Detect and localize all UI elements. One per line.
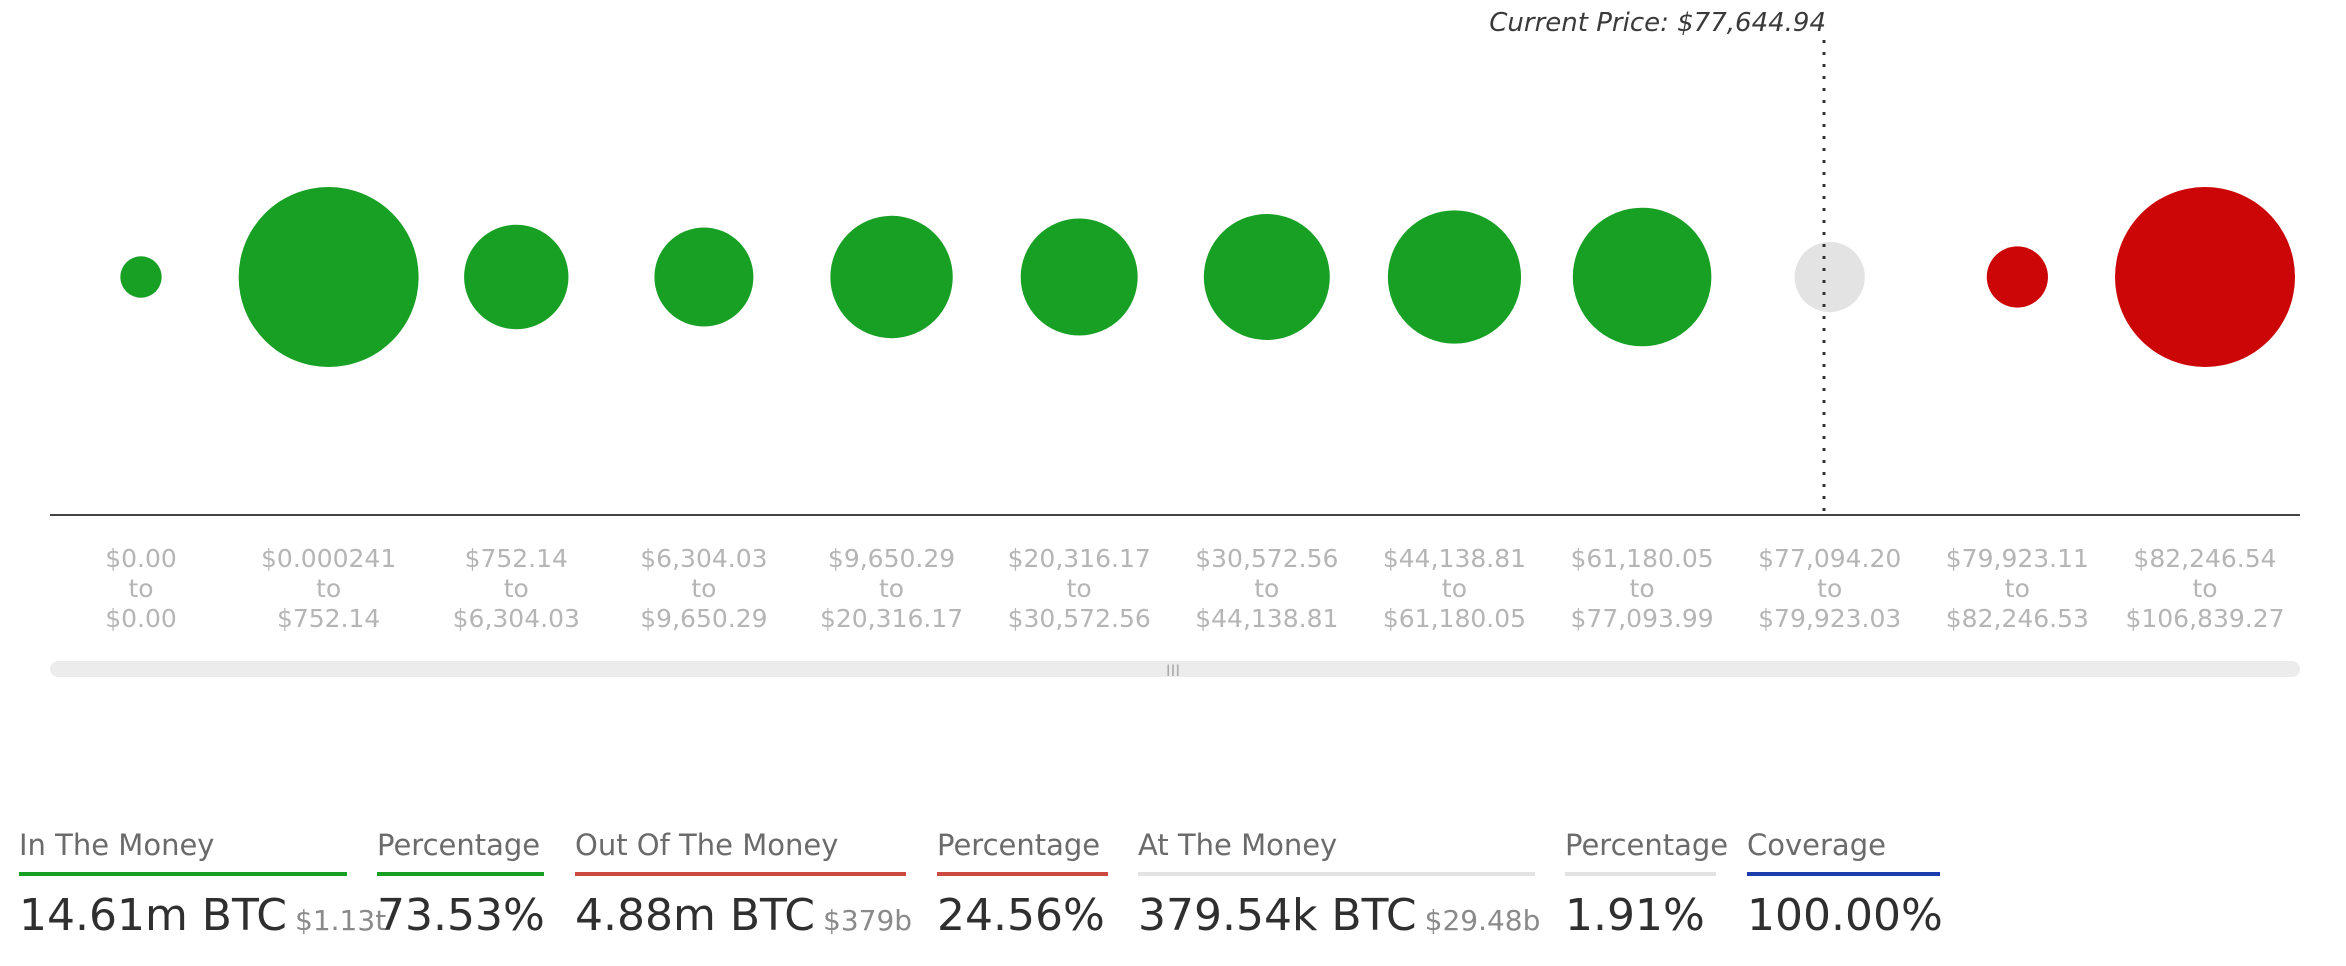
out-of-the-money-label: Out Of The Money <box>575 828 906 876</box>
x-tick-label: $6,304.03 <box>640 544 767 573</box>
scrollbar-grip-icon[interactable]: III <box>1166 661 1180 680</box>
x-tick-label: to <box>879 574 904 603</box>
x-tick-label: to <box>691 574 716 603</box>
at-percentage-value: 1.91% <box>1565 890 1705 941</box>
x-tick-label: $77,094.20 <box>1758 544 1901 573</box>
x-tick-label: to <box>2005 574 2030 603</box>
at-percentage-label: Percentage <box>1565 828 1728 876</box>
x-tick-label: to <box>504 574 529 603</box>
stat-in-the-money: In The Money 14.61m BTC $1.13t <box>19 828 386 941</box>
out-percentage-label: Percentage <box>937 828 1108 876</box>
bubbles-layer <box>120 187 2295 367</box>
horizontal-scrollbar[interactable] <box>50 661 2300 677</box>
iomap-chart: Current Price: $77,644.94 $0.00to$0.00$0… <box>50 8 2300 680</box>
x-tick-label: to <box>2192 574 2217 603</box>
x-tick-label: $752.14 <box>277 604 380 633</box>
bubble-in-the-money[interactable] <box>1203 214 1330 340</box>
x-tick-label: to <box>1254 574 1279 603</box>
x-tick-label: $752.14 <box>465 544 568 573</box>
x-tick-label: $77,093.99 <box>1571 604 1714 633</box>
x-tick-label: $82,246.54 <box>2133 544 2276 573</box>
at-the-money-value: 379.54k BTC <box>1138 890 1417 941</box>
in-the-money-value: 14.61m BTC <box>19 890 288 941</box>
x-tick-label: to <box>1630 574 1655 603</box>
bubble-in-the-money[interactable] <box>120 256 162 298</box>
stat-at-percentage: Percentage 1.91% <box>1565 828 1728 941</box>
bubble-in-the-money[interactable] <box>238 187 419 367</box>
x-tick-label: $0.00 <box>105 544 177 573</box>
x-tick-label: $61,180.05 <box>1383 604 1526 633</box>
x-tick-label: $44,138.81 <box>1383 544 1526 573</box>
x-tick-label: $79,923.03 <box>1758 604 1901 633</box>
x-tick-label: $30,572.56 <box>1195 544 1338 573</box>
bubble-in-the-money[interactable] <box>1572 207 1712 347</box>
stat-at-the-money: At The Money 379.54k BTC $29.48b <box>1138 828 1540 941</box>
x-tick-label: to <box>1067 574 1092 603</box>
stat-coverage: Coverage 100.00% <box>1747 828 1943 941</box>
bubble-in-the-money[interactable] <box>654 227 754 327</box>
bubble-out-the-money[interactable] <box>1986 246 2048 308</box>
x-tick-label: $79,923.11 <box>1946 544 2089 573</box>
out-percentage-value: 24.56% <box>937 890 1105 941</box>
x-tick-label: $106,839.27 <box>2125 604 2284 633</box>
x-tick-label: $0.00 <box>105 604 177 633</box>
at-the-money-label: At The Money <box>1138 828 1535 876</box>
current-price-label: Current Price: $77,644.94 <box>1489 8 1826 38</box>
x-tick-label: $82,246.53 <box>1946 604 2089 633</box>
stat-in-percentage: Percentage 73.53% <box>377 828 545 941</box>
in-the-money-usd: $1.13t <box>295 904 387 937</box>
x-tick-label: $9,650.29 <box>828 544 955 573</box>
x-tick-label: $0.000241 <box>261 544 396 573</box>
x-tick-label: to <box>316 574 341 603</box>
coverage-value: 100.00% <box>1747 890 1943 941</box>
in-percentage-label: Percentage <box>377 828 544 876</box>
out-of-the-money-usd: $379b <box>823 904 913 937</box>
x-tick-label: to <box>1442 574 1467 603</box>
x-tick-label: $20,316.17 <box>1008 544 1151 573</box>
stat-out-of-the-money: Out Of The Money 4.88m BTC $379b <box>575 828 912 941</box>
x-tick-label: $6,304.03 <box>453 604 580 633</box>
x-tick-label: $61,180.05 <box>1571 544 1714 573</box>
x-tick-labels: $0.00to$0.00$0.000241to$752.14$752.14to$… <box>105 544 2284 633</box>
bubble-in-the-money[interactable] <box>1387 210 1522 344</box>
bubble-out-the-money[interactable] <box>2115 187 2295 367</box>
bubble-in-the-money[interactable] <box>464 224 569 330</box>
bubble-in-the-money[interactable] <box>830 215 953 339</box>
x-tick-label: $9,650.29 <box>640 604 767 633</box>
in-percentage-value: 73.53% <box>377 890 545 941</box>
x-tick-label: to <box>1817 574 1842 603</box>
x-tick-label: $30,572.56 <box>1008 604 1151 633</box>
stat-out-percentage: Percentage 24.56% <box>937 828 1108 941</box>
bubble-at-the-money[interactable] <box>1794 241 1865 313</box>
x-tick-label: $44,138.81 <box>1195 604 1338 633</box>
bubble-in-the-money[interactable] <box>1020 218 1138 336</box>
in-the-money-label: In The Money <box>19 828 347 876</box>
x-tick-label: to <box>128 574 153 603</box>
coverage-label: Coverage <box>1747 828 1940 876</box>
x-tick-label: $20,316.17 <box>820 604 963 633</box>
at-the-money-usd: $29.48b <box>1424 904 1541 937</box>
out-of-the-money-value: 4.88m BTC <box>575 890 816 941</box>
